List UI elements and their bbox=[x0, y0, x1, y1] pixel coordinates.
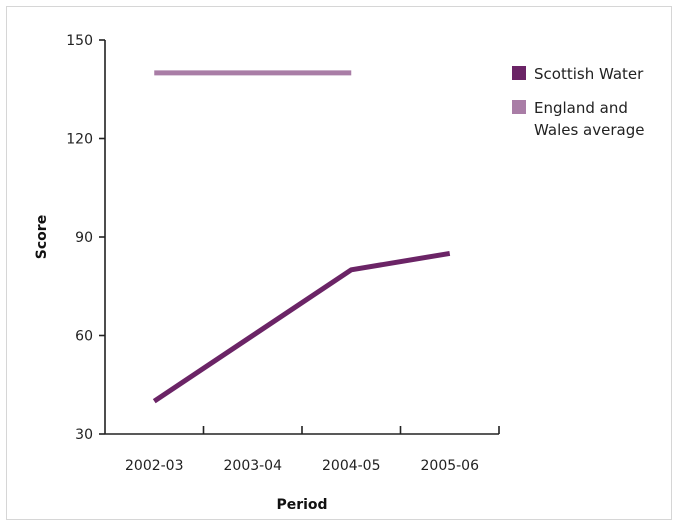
x-tick-label: 2004-05 bbox=[322, 458, 381, 474]
legend-item-scottish-water: Scottish Water bbox=[512, 65, 644, 83]
y-ticks: 30 60 90 120 150 bbox=[66, 33, 105, 443]
legend-label-line-1: England and bbox=[534, 99, 628, 117]
x-tick-label: 2002-03 bbox=[125, 458, 184, 474]
series-lines bbox=[152, 70, 451, 404]
y-tick-label: 120 bbox=[66, 132, 93, 148]
y-tick-label: 30 bbox=[75, 427, 93, 443]
legend-item-england-wales-average: England and Wales average bbox=[512, 99, 644, 139]
legend-swatch-england-wales-average bbox=[512, 100, 526, 114]
legend-label-scottish-water: Scottish Water bbox=[534, 65, 644, 83]
legend-label-line-2: Wales average bbox=[534, 121, 644, 139]
x-tick-label: 2005-06 bbox=[421, 458, 480, 474]
y-axis-title: Score bbox=[34, 215, 50, 259]
x-tick-label: 2003-04 bbox=[224, 458, 283, 474]
plot-area: 30 60 90 120 150 2002-03 2003-04 2004-05 2005-0… bbox=[66, 33, 500, 474]
legend: Scottish Water England and Wales average bbox=[512, 65, 644, 139]
y-tick-label: 60 bbox=[75, 329, 93, 345]
legend-swatch-scottish-water bbox=[512, 66, 526, 80]
y-tick-label: 150 bbox=[66, 33, 93, 49]
legend-label-england-wales-average: England and Wales average bbox=[534, 99, 644, 139]
y-tick-label: 90 bbox=[75, 230, 93, 246]
x-ticks: 2002-03 2003-04 2004-05 2005-06 bbox=[125, 426, 500, 474]
series-line-scottish-water bbox=[152, 250, 451, 404]
x-axis-title: Period bbox=[276, 497, 327, 513]
